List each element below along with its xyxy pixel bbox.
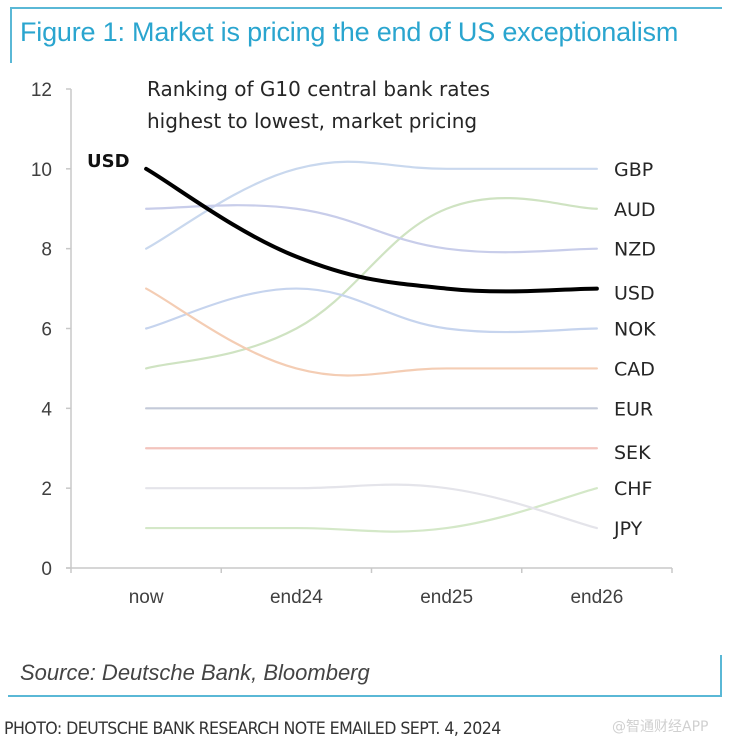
y-tick-label: 8 bbox=[41, 240, 52, 261]
line-chart: Ranking of G10 central bank rates highes… bbox=[31, 77, 673, 608]
chart-subtitle: Ranking of G10 central bank rates highes… bbox=[147, 77, 490, 133]
series-line-jpy bbox=[145, 483, 598, 530]
series-label-jpy: JPY bbox=[613, 518, 643, 540]
photo-credit: PHOTO: DEUTSCHE BANK RESEARCH NOTE EMAIL… bbox=[4, 719, 501, 739]
figure-title: Figure 1: Market is pricing the end of U… bbox=[20, 17, 679, 47]
series-label-nzd: NZD bbox=[614, 239, 656, 261]
subtitle-line-1: Ranking of G10 central bank rates bbox=[147, 77, 490, 101]
series-label-eur: EUR bbox=[614, 398, 653, 420]
series-line-cad bbox=[145, 287, 598, 377]
y-tick-label: 6 bbox=[41, 320, 52, 341]
axes: 0 2 4 6 8 10 12 now end24 end25 end26 bbox=[31, 80, 673, 608]
series-line-aud bbox=[145, 197, 598, 370]
x-tick-label: end25 bbox=[420, 587, 473, 608]
series-label-cad: CAD bbox=[614, 358, 655, 380]
y-tick-label: 0 bbox=[41, 559, 52, 580]
series-label-sek: SEK bbox=[614, 442, 651, 464]
series-label-chf: CHF bbox=[614, 478, 652, 500]
series-label-aud: AUD bbox=[614, 199, 656, 221]
series-lines bbox=[144, 160, 599, 533]
y-tick-label: 2 bbox=[41, 479, 52, 500]
series-line-gbp bbox=[145, 160, 598, 250]
series-line-nzd bbox=[145, 204, 598, 254]
subtitle-line-2: highest to lowest, market pricing bbox=[147, 109, 477, 133]
watermark: @智通财经APP bbox=[612, 719, 709, 735]
usd-start-label: USD bbox=[87, 151, 130, 172]
series-label-nok: NOK bbox=[614, 319, 656, 341]
title-left-rule bbox=[10, 7, 12, 63]
source-right-rule bbox=[720, 655, 722, 697]
y-tick-label: 4 bbox=[41, 399, 52, 420]
series-labels: GBP AUD NZD USD NOK CAD EUR SEK CHF JPY bbox=[613, 159, 656, 540]
series-line-nok bbox=[145, 287, 598, 334]
x-tick-label: end24 bbox=[270, 587, 323, 608]
x-tick-label: end26 bbox=[570, 587, 623, 608]
series-label-usd: USD bbox=[614, 283, 655, 305]
y-tick-label: 10 bbox=[31, 160, 52, 181]
title-top-rule bbox=[10, 7, 722, 9]
x-tick-label: now bbox=[129, 587, 164, 608]
y-tick-label: 12 bbox=[31, 80, 52, 101]
series-label-gbp: GBP bbox=[614, 159, 653, 181]
source-note: Source: Deutsche Bank, Bloomberg bbox=[20, 660, 370, 685]
series-line-chf bbox=[145, 487, 598, 533]
series-line-usd bbox=[144, 166, 599, 294]
source-bottom-rule bbox=[8, 695, 722, 697]
